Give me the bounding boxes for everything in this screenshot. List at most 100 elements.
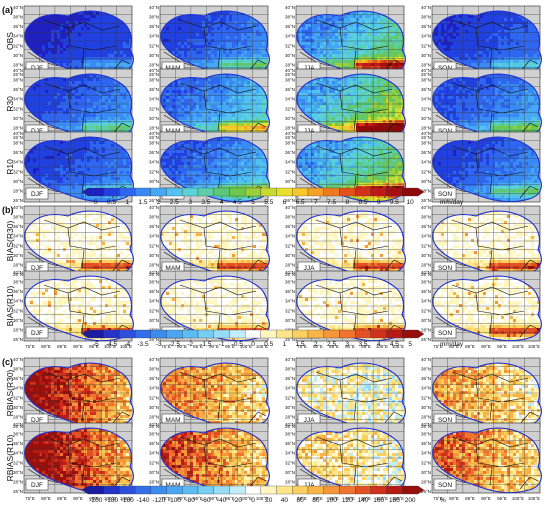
field-cell: [87, 81, 91, 85]
field-cell: [241, 30, 245, 34]
field-cell: [507, 18, 511, 22]
field-cell: [256, 105, 260, 109]
field-cell: [39, 87, 43, 91]
field-cell: [72, 39, 76, 43]
field-cell: [259, 99, 263, 103]
field-cell: [401, 39, 405, 43]
field-cell: [208, 39, 212, 43]
field-cell: [63, 99, 67, 103]
field-cell: [205, 87, 209, 91]
field-cell: [235, 18, 239, 22]
field-cell: [314, 24, 318, 28]
field-cell: [232, 102, 236, 106]
field-cell: [78, 102, 82, 106]
field-cell: [42, 33, 46, 37]
field-cell: [172, 42, 176, 46]
field-cell: [96, 81, 100, 85]
field-cell: [498, 18, 502, 22]
field-cell: [60, 36, 64, 40]
field-cell: [102, 96, 106, 100]
field-cell: [108, 123, 112, 127]
field-cell: [199, 63, 203, 67]
field-cell: [175, 84, 179, 88]
field-cell: [229, 39, 233, 43]
field-cell: [323, 39, 327, 43]
field-cell: [54, 36, 58, 40]
field-cell: [90, 90, 94, 94]
field-cell: [223, 75, 227, 79]
field-cell: [495, 51, 499, 55]
field-cell: [314, 54, 318, 58]
field-cell: [205, 36, 209, 40]
field-cell: [368, 24, 372, 28]
field-cell: [311, 21, 315, 25]
field-cell: [81, 54, 85, 58]
field-cell: [253, 96, 257, 100]
field-cell: [368, 66, 372, 70]
field-cell: [75, 126, 79, 130]
field-cell: [120, 114, 124, 118]
lat-tick-label: 40°N: [421, 5, 431, 10]
field-cell: [235, 33, 239, 37]
field-cell: [72, 117, 76, 121]
field-cell: [205, 108, 209, 112]
field-cell: [368, 30, 372, 34]
field-cell: [235, 36, 239, 40]
field-cell: [486, 51, 490, 55]
field-cell: [253, 54, 257, 58]
field-cell: [93, 33, 97, 37]
field-cell: [36, 87, 40, 91]
field-cell: [54, 81, 58, 85]
field-cell: [389, 42, 393, 46]
field-cell: [42, 105, 46, 109]
field-cell: [66, 33, 70, 37]
field-cell: [308, 18, 312, 22]
field-cell: [459, 51, 463, 55]
field-cell: [516, 33, 520, 37]
field-cell: [39, 90, 43, 94]
field-cell: [69, 60, 73, 64]
field-cell: [329, 27, 333, 31]
field-cell: [36, 30, 40, 34]
field-cell: [389, 54, 393, 58]
field-cell: [329, 18, 333, 22]
field-cell: [57, 45, 61, 49]
field-cell: [48, 36, 52, 40]
field-cell: [78, 54, 82, 58]
field-cell: [181, 93, 185, 97]
field-cell: [504, 60, 508, 64]
field-cell: [232, 27, 236, 31]
field-cell: [477, 51, 481, 55]
field-cell: [196, 39, 200, 43]
field-cell: [208, 36, 212, 40]
field-cell: [374, 12, 378, 16]
field-cell: [39, 105, 43, 109]
field-cell: [317, 24, 321, 28]
field-cell: [108, 54, 112, 58]
field-cell: [326, 36, 330, 40]
field-cell: [368, 63, 372, 67]
field-cell: [93, 66, 97, 70]
field-cell: [320, 45, 324, 49]
field-cell: [265, 99, 269, 103]
field-cell: [253, 108, 257, 112]
field-cell: [39, 108, 43, 112]
field-cell: [129, 36, 133, 40]
field-cell: [229, 87, 233, 91]
field-cell: [57, 123, 61, 127]
field-cell: [48, 87, 52, 91]
field-cell: [120, 90, 124, 94]
field-cell: [320, 30, 324, 34]
field-cell: [498, 12, 502, 16]
field-cell: [374, 24, 378, 28]
field-cell: [175, 87, 179, 91]
field-cell: [184, 36, 188, 40]
field-cell: [235, 15, 239, 19]
field-cell: [528, 33, 532, 37]
field-cell: [365, 33, 369, 37]
field-cell: [108, 45, 112, 49]
field-cell: [27, 39, 31, 43]
field-cell: [123, 96, 127, 100]
field-cell: [57, 105, 61, 109]
field-cell: [519, 39, 523, 43]
